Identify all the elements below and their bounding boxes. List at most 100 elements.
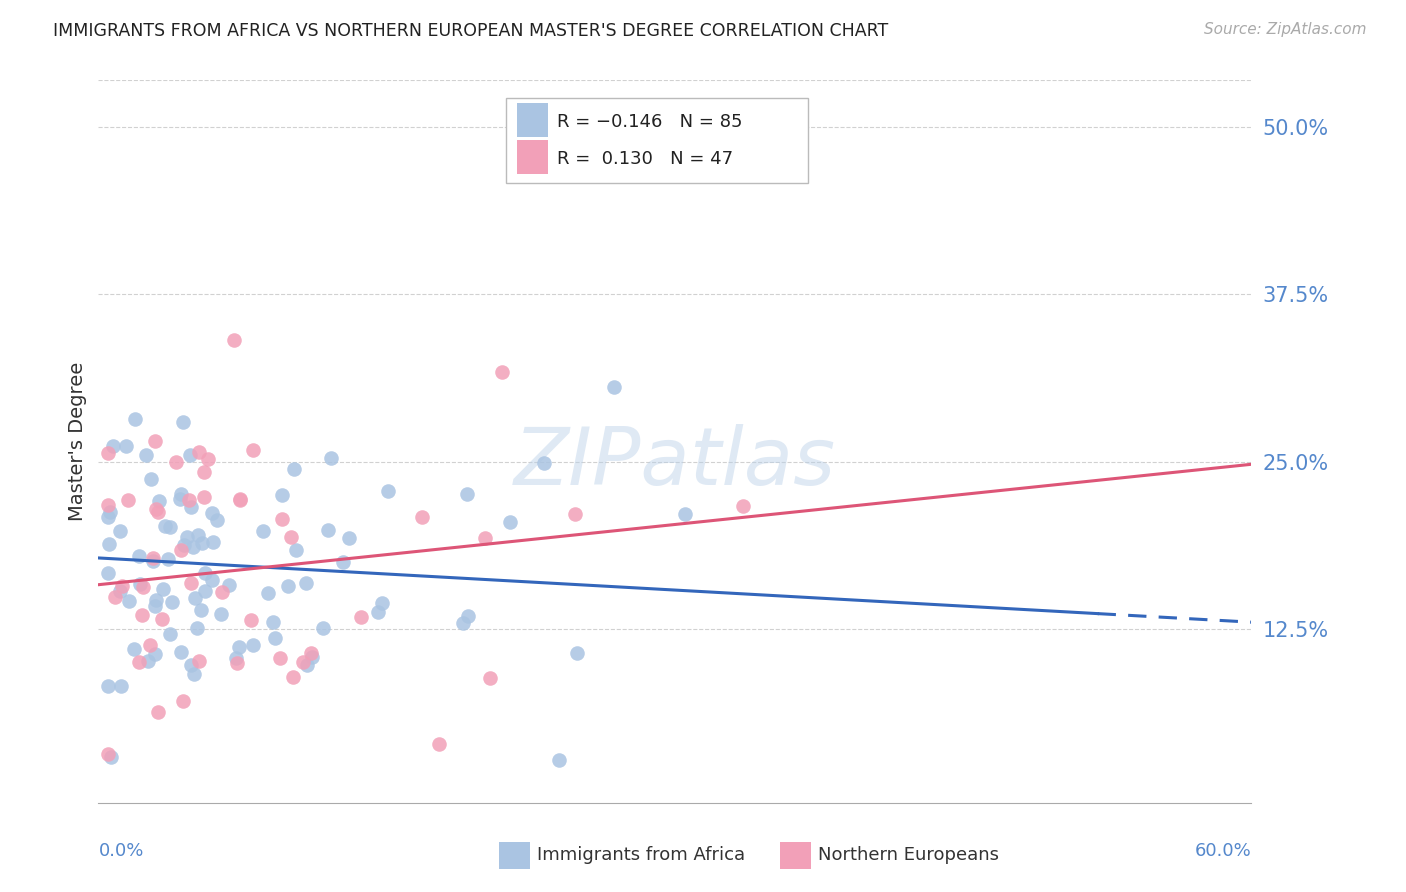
Point [139,638,162,652]
Point [173,538,195,552]
Point [224,333,246,347]
Point [180,658,202,673]
Point [184,591,207,605]
Text: R = −0.146   N = 85: R = −0.146 N = 85 [557,113,742,131]
Point [194,584,217,599]
Text: Immigrants from Africa: Immigrants from Africa [537,847,745,864]
Point [349,609,371,624]
Point [159,627,181,641]
Point [564,507,586,521]
Point [160,595,183,609]
Point [131,608,153,623]
Point [118,594,141,608]
Point [479,671,502,685]
Point [457,609,479,624]
Point [474,531,496,545]
Point [157,552,180,566]
Point [602,380,624,394]
Point [97,446,120,460]
Point [145,593,167,607]
Point [187,528,209,542]
Point [295,657,318,672]
Point [159,519,181,533]
Point [548,753,571,767]
Point [172,693,194,707]
Point [148,494,170,508]
Point [100,750,122,764]
Point [225,651,247,665]
Point [128,655,150,669]
Point [565,647,588,661]
Point [103,439,125,453]
Point [135,448,157,462]
Point [218,577,240,591]
Text: Source: ZipAtlas.com: Source: ZipAtlas.com [1204,22,1367,37]
Point [262,615,284,629]
Point [180,500,202,515]
Point [172,415,194,429]
Point [186,621,208,635]
Point [117,492,139,507]
Point [104,591,127,605]
Point [165,455,187,469]
Point [427,737,450,751]
Point [110,679,132,693]
Point [97,566,120,581]
Point [143,647,166,661]
Point [451,616,474,631]
Point [228,640,250,655]
Point [131,580,153,594]
Point [193,490,215,504]
Point [285,543,308,558]
Point [225,656,247,670]
Point [136,654,159,668]
Point [332,555,354,569]
Point [155,519,177,533]
Point [150,612,173,626]
Point [169,491,191,506]
Point [207,513,229,527]
Point [370,596,392,610]
Point [194,566,217,580]
Point [337,532,360,546]
Point [491,365,513,379]
Point [264,632,287,646]
Point [242,442,264,457]
Point [97,747,120,762]
Point [312,621,335,635]
Point [142,554,165,568]
Point [201,573,224,587]
Point [191,536,214,550]
Point [277,579,299,593]
Point [146,705,169,719]
Point [299,646,322,660]
Text: 0.0%: 0.0% [98,842,143,860]
Point [146,505,169,519]
Point [295,575,318,590]
Point [122,642,145,657]
Point [201,535,224,549]
Text: Northern Europeans: Northern Europeans [818,847,1000,864]
Point [673,507,696,521]
Point [187,445,209,459]
Point [228,492,250,507]
Text: 60.0%: 60.0% [1195,842,1251,860]
Point [124,412,146,426]
Point [533,456,555,470]
Point [97,536,120,550]
Point [193,465,215,479]
Point [110,524,132,539]
Point [367,605,389,619]
Point [283,462,305,476]
Point [143,434,166,448]
Point [733,499,755,513]
Point [128,549,150,563]
Point [180,576,202,591]
Point [377,483,399,498]
Point [291,655,314,669]
Point [269,651,291,665]
Point [108,584,131,599]
Point [177,493,200,508]
Point [270,488,292,502]
Point [301,649,323,664]
